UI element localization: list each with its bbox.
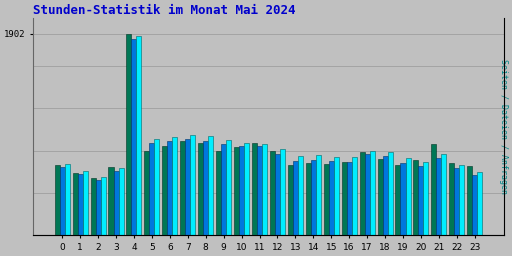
Bar xyxy=(262,144,267,235)
Bar xyxy=(96,180,100,235)
Bar xyxy=(78,174,82,235)
Bar xyxy=(60,167,65,235)
Bar xyxy=(342,162,347,235)
Bar xyxy=(244,143,249,235)
Bar xyxy=(298,156,303,235)
Bar xyxy=(73,173,78,235)
Bar xyxy=(359,152,365,235)
Bar xyxy=(329,161,334,235)
Bar xyxy=(257,146,262,235)
Bar xyxy=(395,165,400,235)
Y-axis label: Seiten / Dateien / Anfragen: Seiten / Dateien / Anfragen xyxy=(499,59,508,194)
Bar xyxy=(316,155,321,235)
Bar xyxy=(275,154,280,235)
Bar xyxy=(288,165,293,235)
Bar xyxy=(377,159,382,235)
Bar xyxy=(293,161,298,235)
Bar xyxy=(472,175,477,235)
Bar xyxy=(467,166,472,235)
Bar xyxy=(137,36,141,235)
Bar xyxy=(190,135,195,235)
Bar xyxy=(431,144,436,235)
Bar xyxy=(400,163,406,235)
Bar xyxy=(370,151,375,235)
Bar xyxy=(382,156,388,235)
Bar xyxy=(91,178,96,235)
Bar xyxy=(311,159,316,235)
Bar xyxy=(477,172,482,235)
Bar xyxy=(155,140,159,235)
Bar xyxy=(365,154,370,235)
Bar xyxy=(180,141,185,235)
Bar xyxy=(388,152,393,235)
Bar xyxy=(185,140,190,235)
Bar xyxy=(114,171,119,235)
Bar xyxy=(454,168,459,235)
Bar xyxy=(203,141,208,235)
Bar xyxy=(239,146,244,235)
Bar xyxy=(270,151,275,235)
Bar xyxy=(144,151,150,235)
Bar xyxy=(82,171,88,235)
Bar xyxy=(198,143,203,235)
Bar xyxy=(132,39,137,235)
Bar xyxy=(441,154,446,235)
Bar xyxy=(306,163,311,235)
Bar xyxy=(324,164,329,235)
Bar xyxy=(459,165,464,235)
Bar xyxy=(280,149,285,235)
Bar xyxy=(208,136,213,235)
Bar xyxy=(252,143,257,235)
Bar xyxy=(216,151,221,235)
Bar xyxy=(406,158,411,235)
Text: Stunden-Statistik im Monat Mai 2024: Stunden-Statistik im Monat Mai 2024 xyxy=(33,4,296,17)
Bar xyxy=(126,34,132,235)
Bar xyxy=(100,177,105,235)
Bar xyxy=(173,137,177,235)
Bar xyxy=(352,157,357,235)
Bar xyxy=(109,167,114,235)
Bar xyxy=(234,147,239,235)
Bar xyxy=(119,168,123,235)
Bar xyxy=(347,162,352,235)
Bar xyxy=(334,157,339,235)
Bar xyxy=(55,165,60,235)
Bar xyxy=(418,166,423,235)
Bar xyxy=(167,141,173,235)
Bar xyxy=(150,143,155,235)
Bar xyxy=(226,140,231,235)
Bar xyxy=(65,164,70,235)
Bar xyxy=(221,144,226,235)
Bar xyxy=(423,162,429,235)
Bar xyxy=(436,158,441,235)
Bar xyxy=(450,163,454,235)
Bar xyxy=(413,160,418,235)
Bar xyxy=(162,146,167,235)
